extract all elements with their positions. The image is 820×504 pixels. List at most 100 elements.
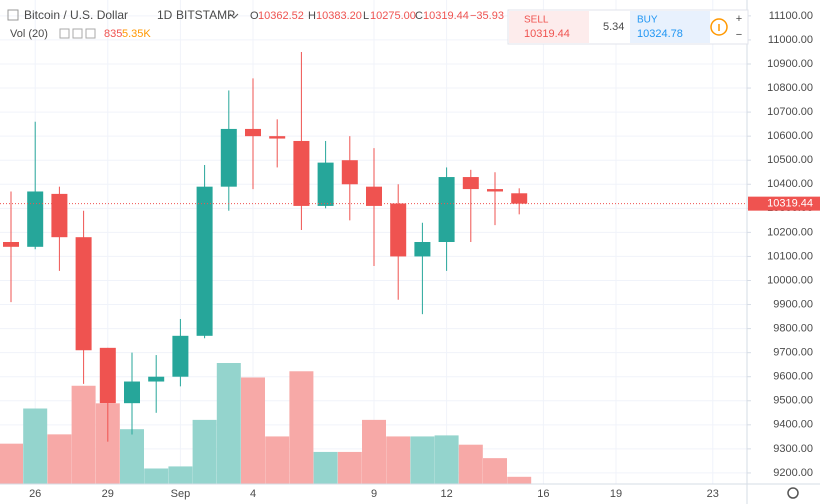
volume-bar: [144, 468, 169, 484]
high-label: H: [308, 10, 316, 22]
y-tick-label: 9600.00: [773, 371, 813, 383]
settings-icon[interactable]: [72, 28, 83, 39]
candle-body: [27, 191, 44, 247]
volume-bar: [386, 436, 411, 484]
x-tick-label: 4: [250, 488, 256, 500]
y-tick-label: 9700.00: [773, 347, 813, 359]
price-tag-label: 10319.44: [767, 198, 813, 210]
y-tick-label: 9800.00: [773, 323, 813, 335]
x-tick-label: 26: [29, 488, 41, 500]
close-value: 10319.44: [423, 10, 469, 22]
low-label: L: [363, 10, 369, 22]
price-tag: [748, 196, 820, 211]
volume-bar: [241, 377, 265, 484]
low-value: 10275.00: [370, 10, 416, 22]
y-tick-label: 9200.00: [773, 467, 813, 479]
volume-bar: [192, 419, 217, 484]
buy-button[interactable]: [630, 11, 710, 43]
candle-body: [75, 237, 92, 351]
y-tick-label: 10900.00: [767, 58, 813, 70]
x-tick-label: 9: [371, 488, 377, 500]
sell-label: SELL: [524, 15, 549, 26]
volume-bar: [120, 429, 144, 484]
zoom-in[interactable]: +: [736, 13, 742, 25]
volume-bar: [168, 466, 193, 484]
y-tick-label: 10000.00: [767, 274, 813, 286]
x-tick-label: 23: [707, 488, 719, 500]
candle-body: [317, 162, 334, 206]
volume-bar: [313, 451, 338, 484]
candle-body: [124, 381, 140, 404]
buy-label: BUY: [637, 15, 658, 26]
close-label: C: [415, 10, 423, 22]
volume-bar: [337, 451, 362, 484]
collapse-icon[interactable]: [7, 9, 19, 21]
candle-body: [462, 177, 479, 190]
volume-value: 835: [104, 28, 122, 40]
candle-body: [3, 242, 19, 247]
volume-bar: [265, 436, 290, 484]
high-value: 10383.20: [316, 10, 362, 22]
candle-body: [414, 242, 431, 257]
x-tick-label: 12: [440, 488, 452, 500]
price-pane: [0, 51, 747, 442]
y-tick-label: 10600.00: [767, 130, 813, 142]
symbol: Bitcoin / U.S. Dollar: [24, 8, 128, 22]
y-tick-label: 10400.00: [767, 178, 813, 190]
candle-body: [172, 335, 189, 377]
volume-bar: [71, 385, 96, 484]
y-tick-label: 11000.00: [768, 34, 813, 46]
axes: 9200.00 9300.00 9400.00 9500.00 9600.00 9700.…: [29, 10, 820, 500]
info-icon[interactable]: [710, 18, 728, 36]
volume-bar: [47, 434, 72, 484]
y-tick-label: 10800.00: [767, 82, 813, 94]
close-icon[interactable]: [85, 28, 96, 39]
sell-price: 10319.44: [524, 28, 570, 40]
sell-button[interactable]: [509, 11, 589, 43]
volume-bar: [362, 419, 386, 484]
candle-body: [390, 203, 407, 257]
volume-pane: [0, 363, 532, 484]
candle-body: [438, 177, 455, 242]
settings-gear[interactable]: [787, 487, 799, 499]
x-tick-label: Sep: [171, 488, 191, 500]
y-tick-label: 10500.00: [767, 154, 813, 166]
eye-icon[interactable]: [59, 28, 70, 39]
candle-body: [341, 160, 358, 185]
candle-body: [99, 347, 116, 404]
candle-body: [366, 186, 382, 206]
volume-bar: [483, 458, 507, 484]
zoom-out[interactable]: −: [736, 29, 742, 41]
candle-body: [196, 186, 213, 336]
volume-bar: [434, 435, 459, 484]
volume-bar: [216, 363, 241, 484]
candle-body: [245, 128, 261, 137]
volume-bar: [23, 408, 48, 484]
y-tick-label: 9500.00: [773, 395, 813, 407]
y-tick-label: 9900.00: [773, 298, 813, 310]
candle-body: [51, 193, 68, 238]
exchange: BITSTAMP: [176, 8, 235, 22]
candle-body: [269, 136, 286, 139]
candle-body: [511, 193, 528, 204]
y-tick-label: 9400.00: [773, 419, 813, 431]
candle-body: [293, 140, 310, 206]
y-tick-label: 9300.00: [773, 443, 813, 455]
open-label: O: [250, 10, 259, 22]
y-tick-label: 10100.00: [767, 250, 813, 262]
x-tick-label: 19: [610, 488, 622, 500]
volume-bar: [410, 436, 435, 484]
volume-bar: [289, 371, 314, 484]
volume-bar: [0, 443, 23, 484]
y-tick-label: 10200.00: [767, 226, 813, 238]
x-tick-label: 29: [102, 488, 114, 500]
open-value: 10362.52: [258, 10, 304, 22]
candle-body: [487, 189, 503, 192]
volume-label: Vol (20): [10, 28, 48, 40]
dropdown-icon[interactable]: [229, 13, 239, 19]
volume-bar: [458, 444, 483, 484]
volume-bar: [507, 476, 532, 484]
spread: 5.34: [603, 21, 624, 33]
